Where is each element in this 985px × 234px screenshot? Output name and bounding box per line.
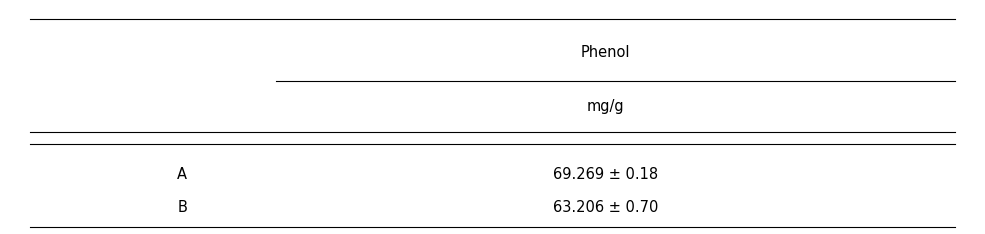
Text: 63.206 ± 0.70: 63.206 ± 0.70: [554, 200, 658, 215]
Text: mg/g: mg/g: [587, 99, 624, 114]
Text: B: B: [177, 200, 187, 215]
Text: 69.269 ± 0.18: 69.269 ± 0.18: [554, 167, 658, 182]
Text: A: A: [177, 167, 187, 182]
Text: Phenol: Phenol: [581, 45, 630, 60]
